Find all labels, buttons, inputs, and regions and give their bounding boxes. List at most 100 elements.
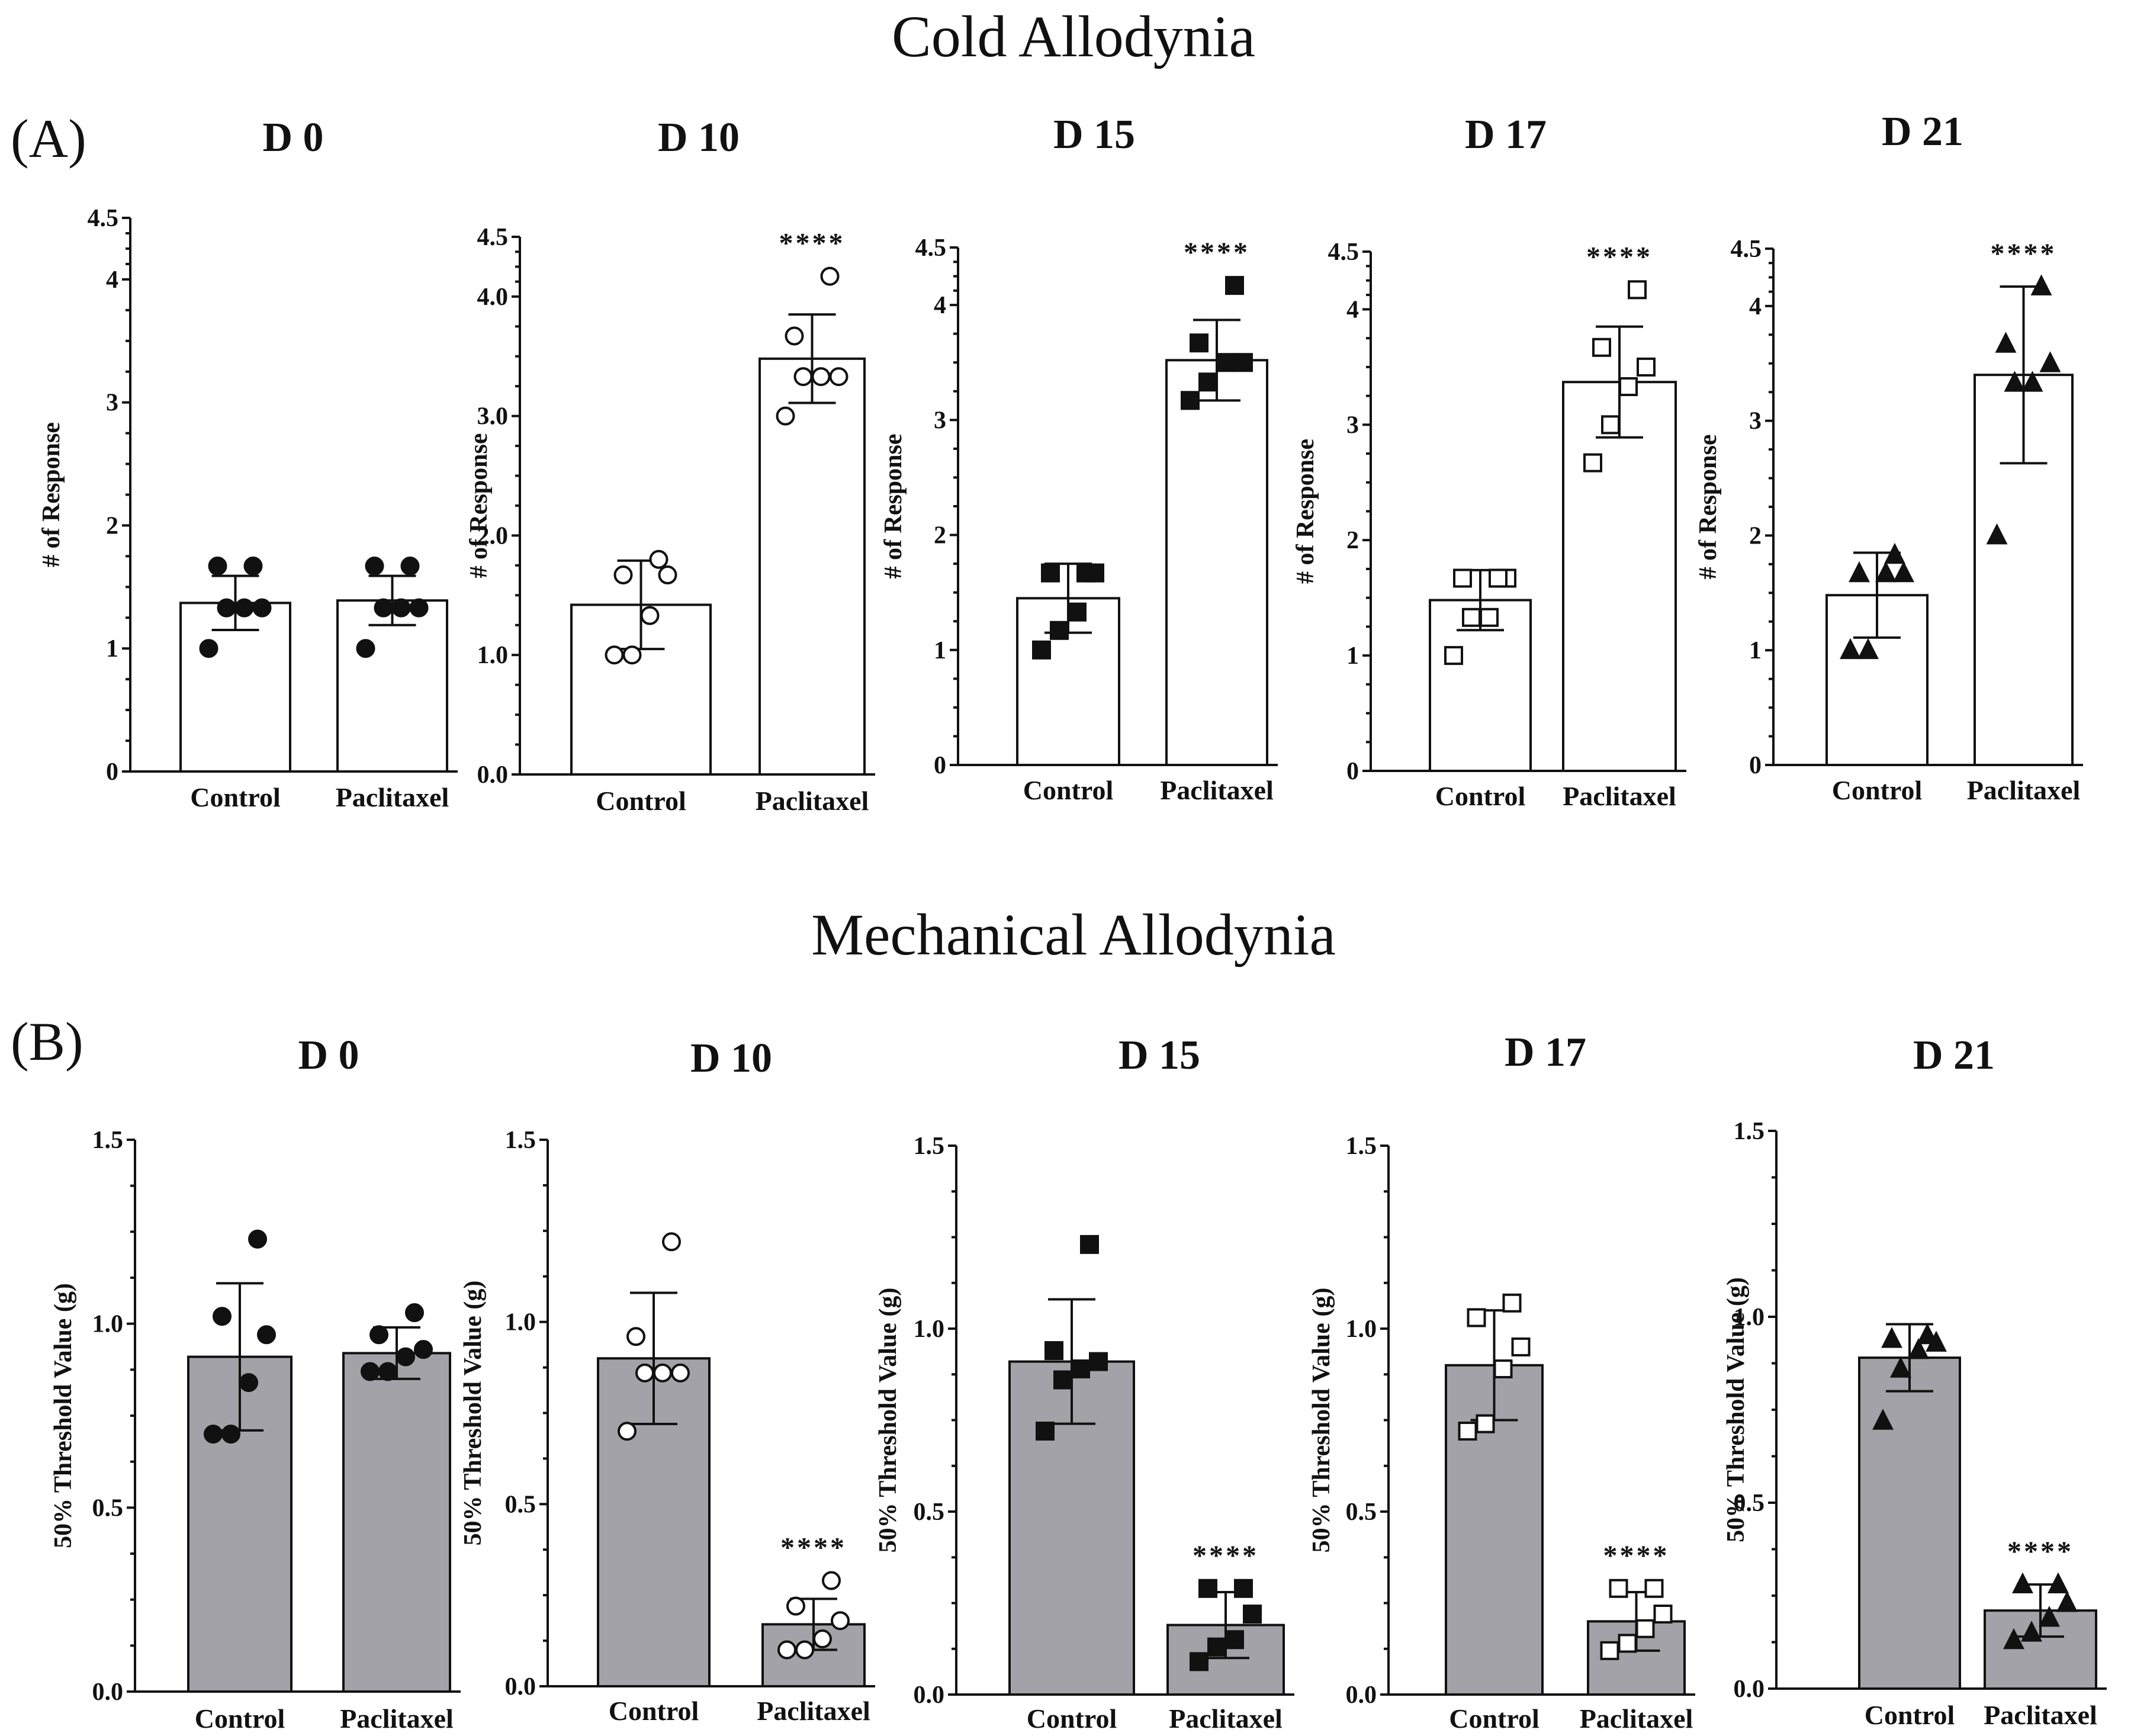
y-tick-label: 1.0 (505, 1309, 536, 1336)
data-point-control (1467, 1308, 1486, 1327)
y-tick-label: 1 (934, 637, 946, 664)
data-point-paclitaxel (1592, 337, 1611, 357)
y-tick-label: 2 (1749, 522, 1762, 549)
y-axis-label: # of Response (1292, 439, 1319, 584)
data-point-control (1890, 1356, 1911, 1378)
data-point-control (658, 565, 677, 585)
data-point-paclitaxel (1609, 1579, 1628, 1598)
data-point-paclitaxel (405, 1303, 424, 1323)
data-point-paclitaxel (2004, 371, 2026, 392)
y-tick-label: 0 (1346, 758, 1359, 785)
category-label-paclitaxel: Paclitaxel (1169, 1703, 1283, 1734)
data-point-control (248, 1229, 267, 1249)
data-point-paclitaxel (2048, 1572, 2069, 1594)
category-label-paclitaxel: Paclitaxel (1563, 781, 1676, 811)
category-label-paclitaxel: Paclitaxel (1580, 1703, 1693, 1734)
data-point-control (1476, 1414, 1495, 1433)
data-point-control (1453, 568, 1472, 588)
data-point-paclitaxel (795, 1640, 814, 1660)
bar-control (1858, 1356, 1961, 1690)
data-point-paclitaxel (2039, 351, 2061, 372)
y-axis-label: 50% Threshold Value (g) (1722, 1277, 1750, 1542)
significance-stars: **** (2007, 1536, 2074, 1567)
category-label-paclitaxel: Paclitaxel (336, 782, 449, 812)
category-label-paclitaxel: Paclitaxel (340, 1703, 454, 1734)
data-point-paclitaxel (1653, 1605, 1673, 1624)
data-point-paclitaxel (813, 1629, 832, 1649)
data-point-control (1071, 1359, 1090, 1378)
y-tick-label: 1.0 (477, 642, 509, 669)
data-point-control (1875, 561, 1897, 583)
y-tick-label: 1 (1749, 637, 1762, 664)
data-point-paclitaxel (409, 598, 429, 618)
y-tick-label: 1.5 (1734, 1118, 1765, 1145)
y-axis-label: # of Response (880, 433, 907, 578)
y-tick-label: 0.5 (1734, 1490, 1765, 1517)
y-tick-label: 2 (106, 512, 118, 539)
y-tick-label: 0 (934, 752, 946, 779)
data-point-paclitaxel (1216, 353, 1235, 372)
data-point-control (1076, 563, 1095, 583)
category-label-control: Control (1449, 1703, 1539, 1734)
data-point-paclitaxel (361, 1362, 380, 1381)
y-tick-label: 4 (934, 292, 946, 319)
chart-title: D 15 (1053, 112, 1135, 157)
data-point-control (626, 1327, 645, 1346)
chart-panel-b-d15: D 15 0.0 0.5 1.0 1.5 50% Threshold Value (g) C… (875, 1033, 1294, 1734)
y-tick-label: 4.5 (88, 205, 119, 232)
y-tick-label: 4 (1749, 293, 1762, 320)
y-tick-label: 1.5 (505, 1127, 536, 1154)
data-point-paclitaxel (1243, 1605, 1262, 1624)
data-point-control (622, 645, 642, 665)
y-tick-label: 4.5 (1328, 239, 1359, 266)
y-tick-label: 1.0 (92, 1311, 124, 1338)
y-tick-label: 1.0 (1734, 1304, 1765, 1331)
chart-title: D 0 (298, 1033, 359, 1078)
data-point-control (204, 1425, 223, 1444)
chart-title: D 10 (690, 1036, 772, 1081)
y-axis-label: 50% Threshold Value (g) (875, 1288, 902, 1553)
data-point-control (1511, 1337, 1531, 1356)
y-tick-label: 0 (1749, 752, 1762, 779)
y-tick-label: 0 (106, 758, 118, 786)
data-point-paclitaxel (1190, 333, 1209, 353)
bar-control (1825, 594, 1929, 766)
data-point-control (671, 1363, 690, 1383)
data-point-control (649, 549, 668, 569)
chart-panel-b-d17: D 17 0.0 0.5 1.0 1.5 50% Threshold Value (g) C… (1308, 1030, 1695, 1734)
y-tick-label: 1.0 (914, 1316, 945, 1343)
y-tick-label: 1.5 (92, 1127, 124, 1154)
data-point-paclitaxel (378, 1362, 397, 1381)
data-point-paclitaxel (2003, 1628, 2024, 1650)
section-a-title: Cold Allodynia (892, 4, 1255, 69)
category-label-control: Control (596, 786, 686, 816)
data-point-control (199, 639, 218, 658)
data-point-paclitaxel (1628, 280, 1647, 300)
significance-stars: **** (1586, 241, 1653, 272)
data-point-control (1053, 1370, 1072, 1390)
data-point-control (1884, 542, 1905, 564)
y-axis-label: 50% Threshold Value (g) (1308, 1288, 1335, 1553)
data-point-paclitaxel (820, 266, 840, 286)
data-point-control (1050, 621, 1069, 640)
data-point-control (653, 1363, 672, 1383)
data-point-control (208, 557, 227, 576)
data-point-control (1857, 638, 1879, 660)
category-label-control: Control (609, 1696, 699, 1726)
y-tick-label: 0.5 (914, 1499, 945, 1526)
data-point-paclitaxel (365, 557, 384, 576)
data-point-paclitaxel (1986, 523, 2008, 545)
data-point-control (618, 1422, 637, 1441)
y-tick-label: 0.5 (92, 1494, 124, 1522)
category-label-paclitaxel: Paclitaxel (757, 1696, 870, 1726)
significance-stars: **** (1184, 237, 1250, 268)
data-point-paclitaxel (829, 367, 848, 387)
y-tick-label: 4 (106, 266, 118, 294)
chart-panel-b-d10: D 10 0.0 0.5 1.0 1.5 50% Threshold Value (g) C… (459, 1036, 875, 1726)
data-point-paclitaxel (811, 367, 831, 387)
category-label-control: Control (1023, 775, 1114, 805)
chart-title: D 17 (1505, 1030, 1586, 1075)
y-tick-label: 2.0 (477, 522, 509, 549)
significance-stars: **** (780, 1532, 847, 1564)
y-tick-label: 2 (1346, 527, 1359, 554)
